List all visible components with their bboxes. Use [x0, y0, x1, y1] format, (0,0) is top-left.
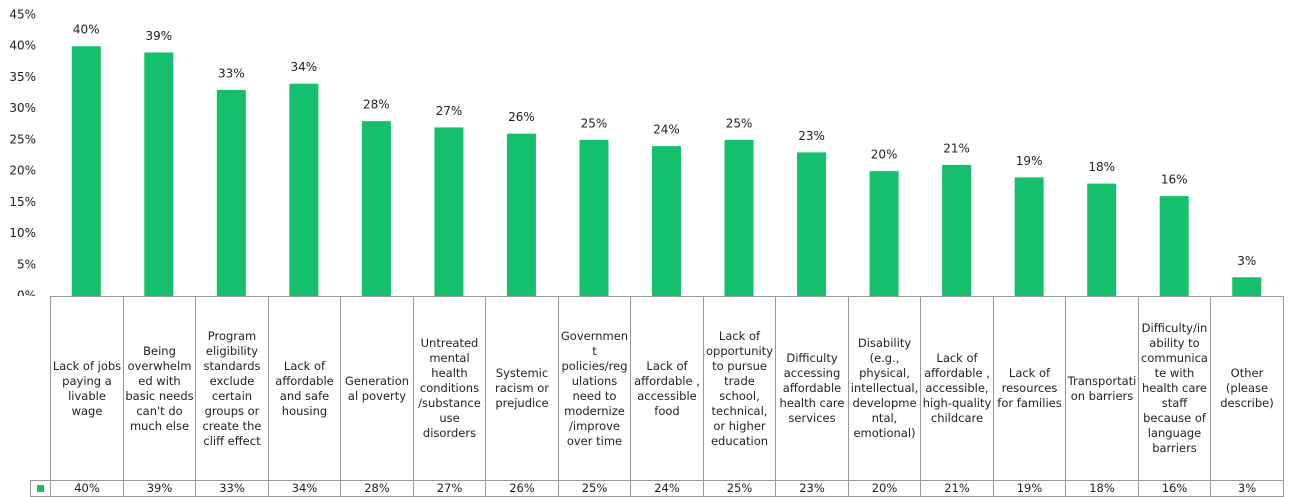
bar [434, 127, 464, 296]
category-cell: Transportation barriers [1065, 296, 1139, 481]
bar [797, 152, 827, 296]
category-cell: Government policies/regulations need to … [558, 296, 631, 481]
category-cell: Lack of affordable , accessible, high-qu… [920, 296, 994, 481]
y-tick-label: 5% [17, 257, 36, 271]
category-cell: Being overwhelmed with basic needs can't… [123, 296, 196, 481]
y-tick-label: 25% [9, 132, 36, 146]
category-cell: Disability (e.g., physical, intellectual… [848, 296, 921, 481]
data-label: 28% [363, 98, 390, 112]
value-cell: 20% [848, 480, 921, 497]
y-tick-label: 0% [17, 289, 36, 297]
bar [506, 133, 536, 296]
bar [1087, 183, 1117, 296]
bar [651, 146, 682, 296]
category-cell: Lack of affordable and safe housing [268, 296, 341, 481]
value-cell: 23% [775, 480, 849, 497]
category-cell: Lack of jobs paying a livable wage [50, 296, 124, 481]
y-tick-label: 20% [9, 164, 36, 178]
category-cell: Other (please describe) [1210, 296, 1284, 481]
data-label: 39% [145, 29, 172, 43]
bar [869, 171, 899, 296]
category-cell: Systemic racism or prejudice [485, 296, 559, 481]
category-cell: Difficulty/inability to communicate with… [1138, 296, 1211, 481]
bar [1014, 177, 1044, 296]
category-cell: Generational poverty [340, 296, 414, 481]
data-label: 20% [871, 148, 898, 162]
y-tick-label: 40% [9, 39, 36, 53]
value-cell: 21% [920, 480, 994, 497]
data-label: 23% [798, 129, 825, 143]
data-label: 25% [726, 116, 753, 130]
data-label: 16% [1161, 173, 1188, 187]
y-tick-label: 30% [9, 101, 36, 115]
y-tick-label: 10% [9, 226, 36, 240]
y-tick-label: 15% [9, 195, 36, 209]
value-cell: 39% [123, 480, 196, 497]
data-label: 21% [943, 141, 970, 155]
value-cell: 28% [340, 480, 414, 497]
legend-swatch [37, 485, 44, 492]
bar [579, 139, 609, 296]
value-cell: 34% [268, 480, 341, 497]
category-cell: Untreated mental health conditions /subs… [413, 296, 486, 481]
bar [1232, 277, 1262, 296]
category-cell: Lack of resources for families [993, 296, 1066, 481]
data-label: 19% [1016, 154, 1043, 168]
value-cell: 24% [630, 480, 704, 497]
y-tick-label: 35% [9, 70, 36, 84]
category-cell: Difficulty accessing affordable health c… [775, 296, 849, 481]
value-cell: 19% [993, 480, 1066, 497]
legend-key-cell [30, 480, 51, 497]
data-label: 25% [581, 116, 608, 130]
y-tick-label: 45% [9, 8, 36, 22]
data-label: 34% [291, 60, 318, 74]
data-label: 33% [218, 66, 245, 80]
value-cell: 18% [1065, 480, 1139, 497]
value-cell: 25% [558, 480, 631, 497]
value-cell: 33% [195, 480, 269, 497]
bar [724, 139, 754, 296]
category-cell: Lack of affordable , accessible food [630, 296, 704, 481]
value-cell: 3% [1210, 480, 1284, 497]
data-label: 40% [73, 23, 100, 37]
value-cell: 25% [703, 480, 776, 497]
category-cell: Program eligibility standards exclude ce… [195, 296, 269, 481]
bar [216, 89, 246, 296]
bar [144, 52, 174, 296]
bar [71, 46, 101, 296]
data-label: 27% [436, 104, 463, 118]
bar [289, 83, 319, 296]
data-label: 26% [508, 110, 535, 124]
data-label: 18% [1088, 160, 1115, 174]
bar [1159, 196, 1189, 296]
plot-area: 0% 5% 10% 15% 20% 25% 30% 35% 40% 45% 40% 39% 33% 34%… [9, 8, 1262, 297]
value-cell: 27% [413, 480, 486, 497]
value-cell: 26% [485, 480, 559, 497]
value-cell: 16% [1138, 480, 1211, 497]
category-cell: Lack of opportunity to pursue trade scho… [703, 296, 776, 481]
data-label: 3% [1237, 254, 1256, 268]
bar [361, 121, 391, 296]
data-label: 24% [653, 123, 680, 137]
bar [942, 164, 972, 296]
value-cell: 40% [50, 480, 124, 497]
